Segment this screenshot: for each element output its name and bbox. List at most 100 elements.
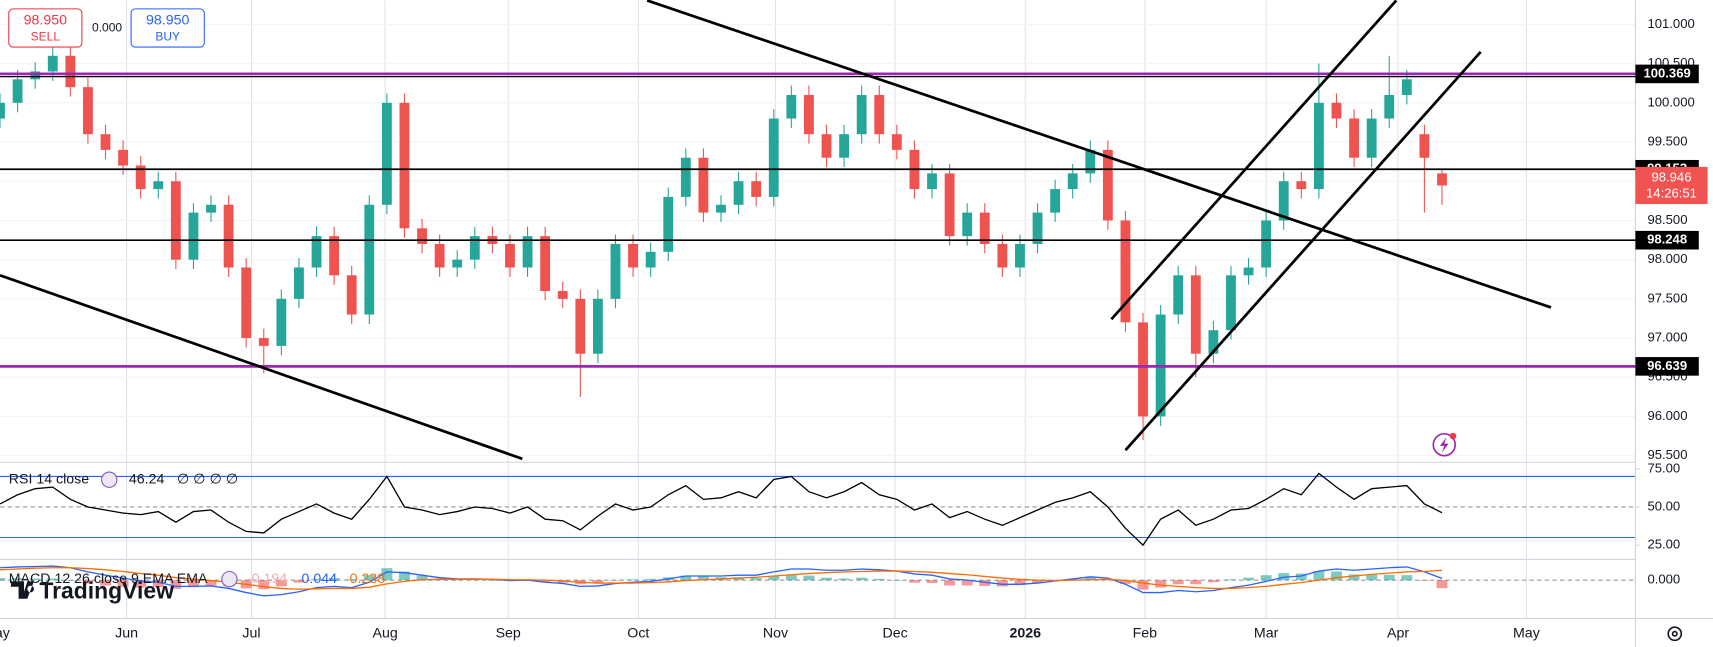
macd-histogram-bar — [697, 576, 709, 581]
candle-body — [1050, 189, 1061, 213]
macd-settings-icon[interactable] — [221, 570, 238, 588]
macd-histogram-bar — [346, 579, 358, 581]
macd-histogram-bar — [117, 580, 129, 587]
y-tick-label: 95.500 — [1647, 447, 1687, 462]
macd-line — [0, 565, 1443, 597]
candle-body — [1190, 275, 1201, 354]
y-tick-label: 99.500 — [1647, 133, 1687, 148]
candle-body — [663, 196, 674, 252]
grid — [0, 0, 1636, 619]
rsi-line — [0, 472, 1443, 547]
macd-histogram-bar — [680, 575, 692, 581]
candle-body — [206, 204, 216, 213]
alert-icon[interactable] — [1432, 432, 1457, 457]
candle-body — [223, 204, 234, 268]
x-tick-label: Jun — [115, 626, 138, 642]
last-price: 98.946 — [1651, 169, 1691, 184]
macd-histogram-bar — [1366, 574, 1378, 581]
macd-histogram-bar — [363, 575, 375, 581]
x-tick-label: May — [0, 626, 11, 642]
gear-outer[interactable] — [1667, 626, 1683, 642]
macd-histogram-bar — [398, 571, 410, 581]
price-line-label-box — [1635, 64, 1699, 84]
macd-histogram-bar — [293, 580, 305, 583]
candle-body — [1208, 330, 1219, 354]
macd-histogram-bar — [381, 568, 393, 581]
macd-histogram-bar — [135, 580, 147, 588]
x-tick-label: Oct — [627, 626, 649, 642]
sell-button[interactable] — [8, 8, 83, 48]
candle-body — [1366, 118, 1377, 158]
rsi-settings-icon[interactable] — [101, 471, 118, 488]
rsi-tick-label: 25.00 — [1647, 537, 1680, 552]
y-tick-label: 98.500 — [1647, 212, 1687, 227]
buy-price: 98.950 — [146, 13, 190, 29]
alert-bolt — [1439, 437, 1449, 453]
candle-body — [856, 94, 867, 135]
candle-body — [962, 212, 973, 237]
macd-histogram-bar — [416, 575, 428, 581]
candle-body — [65, 55, 76, 88]
candle-body — [522, 236, 533, 268]
rsi-extra: ∅ ∅ ∅ ∅ — [177, 471, 238, 487]
candle-body — [241, 267, 252, 339]
macd-histogram-bar — [152, 580, 164, 588]
candle-body — [47, 55, 58, 72]
macd-histogram-bar — [750, 578, 762, 581]
x-tick-label: Apr — [1387, 626, 1409, 642]
candle-body — [1085, 149, 1096, 174]
candle-body — [628, 243, 638, 268]
last-price-box — [1635, 166, 1708, 205]
candle-body — [135, 165, 146, 190]
rsi-legend: RSI 14 close 46.24 ∅ ∅ ∅ ∅ — [9, 471, 238, 488]
macd-histogram-bar — [1032, 580, 1043, 584]
candle-body — [891, 134, 902, 150]
candle-body — [188, 212, 199, 260]
macd-histogram-bar — [64, 580, 76, 581]
trend-line — [1124, 50, 1482, 452]
macd-histogram-value: -0.194 — [247, 571, 287, 587]
x-tick-label: Dec — [882, 626, 907, 642]
macd-histogram-bar — [187, 580, 199, 588]
candle-body — [417, 228, 427, 244]
candle-body — [1120, 220, 1131, 323]
macd-histogram-bar — [785, 574, 797, 581]
settings-icon[interactable] — [1667, 626, 1683, 642]
candle-body — [751, 181, 762, 197]
x-tick-label: May — [1513, 626, 1541, 642]
x-tick-label: Nov — [763, 626, 789, 642]
candle-body — [364, 204, 375, 315]
candle-body — [997, 243, 1008, 268]
price-line-label: 100.369 — [1643, 65, 1690, 80]
trend-line — [1110, 0, 1398, 321]
candle-body — [170, 181, 181, 260]
candle-body — [12, 79, 23, 103]
macd-histogram-bar — [803, 575, 815, 581]
candle-body — [30, 71, 41, 80]
macd-histogram-bar — [856, 577, 868, 581]
candle-body — [804, 94, 814, 135]
candle-body — [1138, 322, 1148, 417]
macd-histogram-bar — [0, 578, 6, 581]
sell-price: 98.950 — [24, 13, 68, 29]
rsi-label: RSI 14 close — [9, 471, 90, 487]
macd-histogram-bar — [996, 580, 1008, 587]
candle-body — [716, 204, 726, 213]
signal-line — [0, 567, 1443, 590]
x-tick-label: Feb — [1133, 626, 1158, 642]
trend-line — [0, 274, 523, 461]
candle-body — [874, 94, 885, 135]
macd-histogram-bar — [1436, 580, 1448, 589]
candle-body — [1226, 275, 1236, 331]
candle-body — [118, 149, 129, 166]
buy-button[interactable] — [130, 8, 205, 48]
macd-histogram-bar — [311, 578, 322, 581]
macd-histogram-bar — [627, 579, 639, 581]
macd-histogram-bar — [592, 580, 604, 584]
candle-body — [1384, 94, 1395, 119]
candle-body — [258, 338, 269, 346]
macd-histogram-bar — [1119, 580, 1131, 584]
